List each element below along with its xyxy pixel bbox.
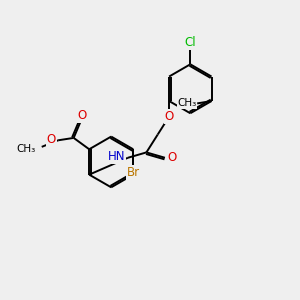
Text: Cl: Cl [184, 36, 196, 49]
Text: CH₃: CH₃ [16, 144, 36, 154]
Text: O: O [77, 109, 86, 122]
Text: CH₃: CH₃ [177, 98, 197, 108]
Text: O: O [46, 133, 56, 146]
Text: O: O [168, 151, 177, 164]
Text: Br: Br [127, 166, 140, 179]
Text: O: O [164, 110, 174, 123]
Text: HN: HN [108, 150, 125, 163]
